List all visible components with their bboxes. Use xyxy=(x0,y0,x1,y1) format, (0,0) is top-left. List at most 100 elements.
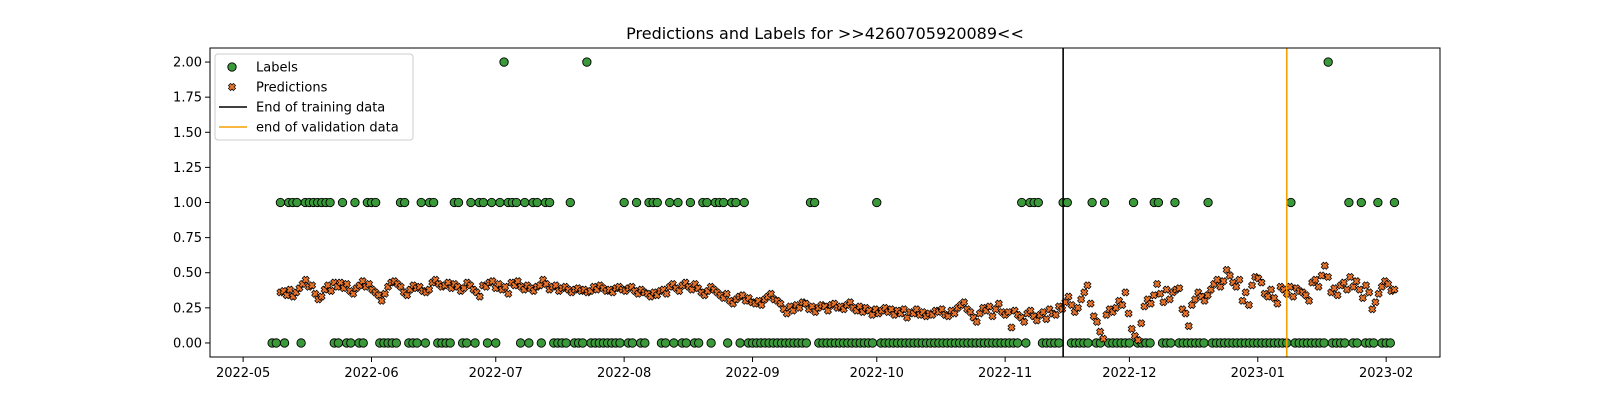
label-point xyxy=(1203,197,1213,208)
label-point xyxy=(706,338,716,348)
prediction-point xyxy=(972,317,981,326)
x-tick-label: 2022-05 xyxy=(216,366,270,381)
label-point xyxy=(515,338,526,348)
label-point xyxy=(1017,197,1027,208)
x-tick-label: 2022-08 xyxy=(597,366,651,381)
prediction-point xyxy=(1111,303,1121,312)
label-point xyxy=(578,338,588,348)
label-point xyxy=(809,197,820,208)
legend-marker-labels xyxy=(227,62,237,72)
prediction-point xyxy=(1162,285,1171,294)
label-point xyxy=(399,197,410,208)
label-point xyxy=(271,338,281,348)
prediction-point xyxy=(500,282,510,291)
label-point xyxy=(478,197,488,208)
label-point xyxy=(1012,338,1023,348)
label-point xyxy=(466,197,476,208)
prediction-point xyxy=(1121,288,1130,297)
label-point xyxy=(391,338,402,348)
prediction-point xyxy=(1124,309,1133,318)
label-point xyxy=(358,338,368,348)
prediction-point xyxy=(504,289,513,298)
label-point xyxy=(694,338,704,348)
y-tick-label: 1.75 xyxy=(173,91,202,106)
prediction-point xyxy=(1004,307,1013,317)
prediction-point xyxy=(1051,310,1060,319)
label-point xyxy=(1153,197,1164,208)
prediction-point xyxy=(1346,272,1355,282)
label-point xyxy=(1145,338,1155,348)
prediction-point xyxy=(1137,319,1146,328)
prediction-point xyxy=(1323,272,1333,282)
prediction-point xyxy=(1146,299,1155,308)
label-point xyxy=(627,338,638,348)
prediction-point xyxy=(1083,281,1092,290)
prediction-point xyxy=(1190,295,1200,304)
prediction-point xyxy=(1080,288,1089,297)
label-point xyxy=(652,197,662,208)
prediction-point xyxy=(1232,282,1241,291)
legend-box xyxy=(214,53,414,141)
label-point xyxy=(532,197,542,208)
x-tick-label: 2023-02 xyxy=(1359,366,1413,381)
label-point xyxy=(275,197,286,208)
label-point xyxy=(1344,197,1354,208)
x-tick-label: 2022-09 xyxy=(725,366,779,381)
prediction-point xyxy=(1355,285,1364,294)
label-point xyxy=(561,338,571,348)
label-point xyxy=(544,197,555,208)
label-point xyxy=(1286,197,1296,208)
prediction-point xyxy=(1099,334,1108,343)
prediction-point xyxy=(1273,299,1282,308)
y-tick-label: 0.50 xyxy=(173,266,202,281)
label-point xyxy=(723,338,733,348)
prediction-point xyxy=(1358,293,1367,303)
x-tick-label: 2022-06 xyxy=(344,366,398,381)
prediction-point xyxy=(1352,277,1361,286)
y-tick-label: 1.50 xyxy=(173,126,202,141)
label-point xyxy=(511,197,522,208)
label-point xyxy=(801,338,812,348)
label-point xyxy=(702,197,712,208)
prediction-point xyxy=(1149,291,1159,300)
prediction-point xyxy=(1219,277,1228,286)
y-tick-label: 1.25 xyxy=(173,161,202,176)
label-point xyxy=(631,197,642,208)
x-tick-label: 2022-11 xyxy=(978,366,1032,381)
label-point xyxy=(337,197,348,208)
label-point xyxy=(445,338,455,348)
prediction-point xyxy=(1235,275,1244,284)
y-tick-label: 0.00 xyxy=(173,336,202,351)
prediction-point xyxy=(1184,321,1193,331)
prediction-point xyxy=(1339,278,1348,287)
y-tick-label: 0.75 xyxy=(173,231,202,246)
prediction-point xyxy=(1165,295,1174,304)
label-point xyxy=(739,197,749,208)
prediction-point xyxy=(1181,309,1190,318)
prediction-point xyxy=(1140,302,1149,311)
prediction-point xyxy=(1247,281,1257,290)
prediction-point xyxy=(1007,323,1016,332)
label-point xyxy=(1340,338,1350,348)
label-point xyxy=(1166,338,1176,348)
label-point xyxy=(660,338,671,348)
prediction-point xyxy=(1127,324,1136,334)
label-point xyxy=(482,338,493,348)
label-point xyxy=(495,197,505,208)
prediction-point xyxy=(1330,284,1339,293)
label-point xyxy=(1199,338,1209,348)
prediction-point xyxy=(1077,295,1086,304)
prediction-point xyxy=(1374,289,1383,298)
label-point xyxy=(1087,197,1097,208)
legend-marker-predictions xyxy=(227,82,237,92)
prediction-point xyxy=(1390,285,1399,294)
label-point xyxy=(416,197,426,208)
prediction-point xyxy=(1365,288,1374,297)
prediction-point xyxy=(782,309,791,318)
prediction-point xyxy=(1266,285,1276,294)
label-point xyxy=(1373,197,1383,208)
label-point xyxy=(731,197,741,208)
legend: Labels Predictions End of training data end… xyxy=(214,53,414,141)
x-tick-label: 2022-12 xyxy=(1102,366,1156,381)
